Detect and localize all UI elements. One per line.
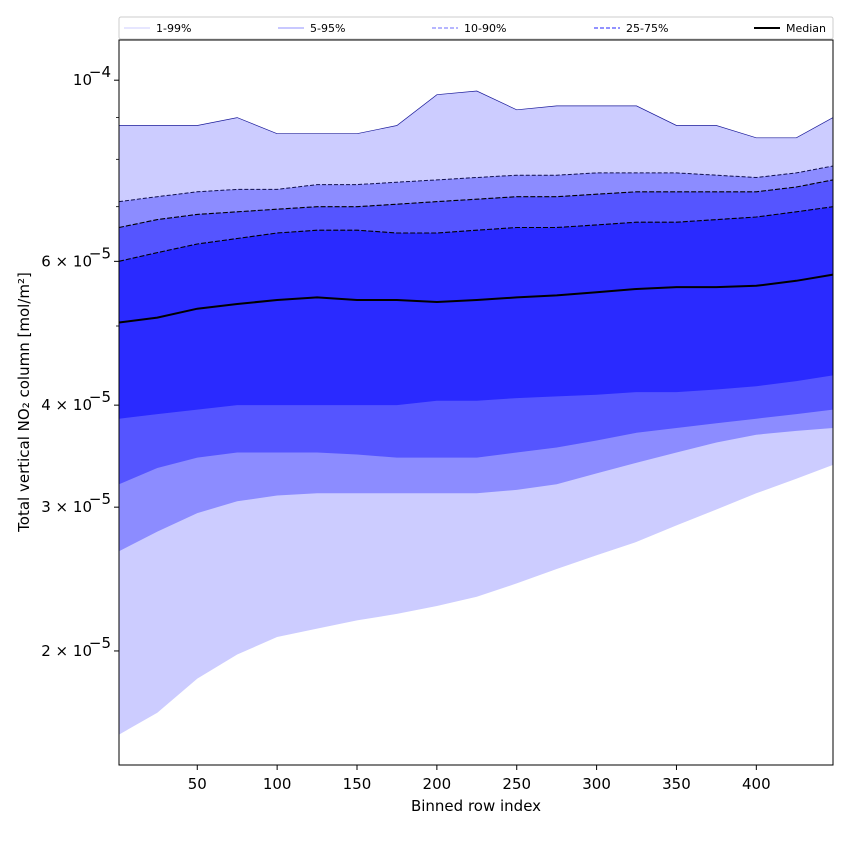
x-tick-label: 50 [188, 775, 207, 793]
plot-area [118, 39, 834, 766]
line-median [118, 273, 834, 324]
line-75th-percentile [118, 206, 834, 262]
legend-label: 25-75% [626, 22, 668, 35]
plot-frame [118, 39, 834, 766]
legend-label: 10-90% [464, 22, 506, 35]
y-tick-exponent: −5 [89, 634, 111, 652]
y-tick-exponent: −5 [89, 490, 111, 508]
legend-box [118, 16, 834, 40]
y-tick-exponent: −4 [89, 63, 111, 81]
x-tick-label: 300 [582, 775, 611, 793]
legend-label: 1-99% [156, 22, 191, 35]
bands-layer [119, 91, 833, 735]
band-25-75 [119, 206, 833, 419]
legend-label: Median [786, 22, 826, 35]
y-axis: 10−46 × 10−54 × 10−53 × 10−52 × 10−5 [41, 63, 119, 660]
line-90th-percentile [118, 179, 834, 229]
x-tick-label: 100 [263, 775, 292, 793]
y-tick-label: 6 × 10 [41, 252, 92, 270]
line-99th-percentile [119, 90, 834, 139]
y-tick-exponent: −5 [89, 388, 111, 406]
y-tick-label: 4 × 10 [41, 396, 92, 414]
x-tick-label: 350 [662, 775, 691, 793]
x-tick-label: 200 [423, 775, 452, 793]
y-tick-label: 3 × 10 [41, 498, 92, 516]
x-axis-label: Binned row index [411, 797, 541, 815]
y-tick-label: 10 [73, 71, 92, 89]
x-tick-label: 400 [742, 775, 771, 793]
x-axis: 50 100 150 200 250 300 350 400 [188, 765, 771, 793]
legend: 1-99% 5-95% 10-90% 25-75% Median [118, 16, 834, 40]
x-tick-label: 150 [343, 775, 372, 793]
y-tick-exponent: −5 [89, 244, 111, 262]
y-axis-label: Total vertical NO₂ column [mol/m²] [15, 272, 33, 533]
x-tick-label: 250 [502, 775, 531, 793]
y-tick-label: 2 × 10 [41, 642, 92, 660]
lines-layer [118, 90, 834, 324]
legend-label: 5-95% [310, 22, 345, 35]
